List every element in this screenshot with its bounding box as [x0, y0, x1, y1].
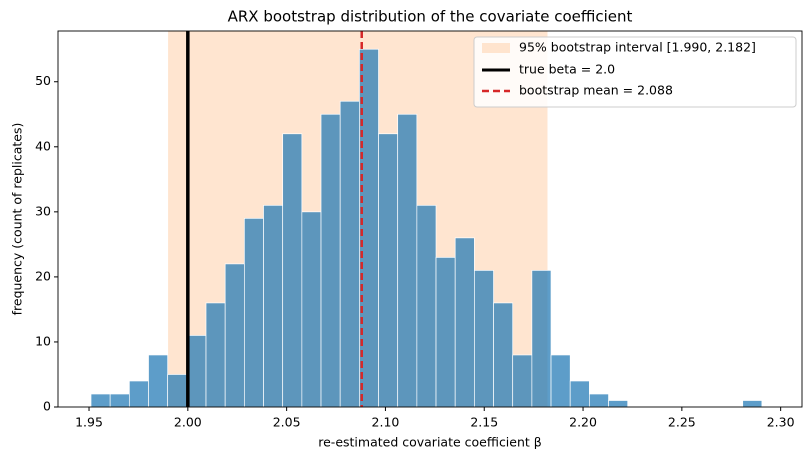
plot-area: 1.95 2.00 2.05 2.10 2.15 2.20 2.25 2.30 0 10 20 30 4… [35, 30, 803, 430]
bar [742, 400, 763, 408]
x-tick-label: 2.20 [569, 415, 597, 430]
bar [608, 400, 629, 408]
x-tick-label: 2.15 [470, 415, 498, 430]
bar [186, 335, 207, 408]
x-tick-label: 2.00 [174, 415, 202, 430]
x-axis-label: re-estimated covariate coefficient β [318, 435, 542, 450]
y-axis-label: frequency (count of replicates) [10, 123, 25, 316]
bar [512, 354, 533, 408]
bar [531, 270, 552, 408]
bar [550, 354, 571, 408]
bar [397, 113, 418, 408]
bar [454, 237, 475, 408]
legend-box [473, 36, 797, 108]
bar [224, 263, 245, 408]
bar [90, 393, 111, 408]
bar [205, 302, 226, 408]
axes-frame [57, 30, 803, 408]
bar [378, 133, 399, 408]
y-tick-label: 10 [35, 333, 51, 348]
bar [339, 100, 360, 408]
legend-swatch [482, 43, 510, 53]
x-tick-label: 1.95 [75, 415, 103, 430]
bar [128, 380, 149, 408]
bar [109, 393, 130, 408]
bar [416, 204, 437, 408]
bar [167, 374, 188, 408]
legend-label: true beta = 2.0 [519, 62, 615, 77]
legend: 95% bootstrap interval [1.990, 2.182] tru… [473, 36, 797, 108]
x-tick-label: 2.10 [372, 415, 400, 430]
y-tick-label: 0 [43, 399, 51, 414]
bar [589, 393, 609, 408]
bar [474, 270, 494, 408]
x-tick-label: 2.30 [767, 415, 795, 430]
bar [320, 113, 341, 408]
bar [243, 217, 264, 408]
y-tick-label: 50 [35, 73, 51, 88]
x-tick-label: 2.05 [273, 415, 301, 430]
legend-label: bootstrap mean = 2.088 [519, 83, 673, 98]
y-tick-label: 20 [35, 268, 51, 283]
chart-title: ARX bootstrap distribution of the covari… [228, 8, 633, 26]
bar [148, 354, 169, 408]
bar [301, 211, 322, 408]
bar [263, 204, 284, 408]
bar [282, 133, 303, 408]
bar [569, 380, 590, 408]
y-tick-label: 40 [35, 138, 51, 153]
bar [493, 302, 514, 408]
bar [435, 257, 456, 408]
x-tick-label: 2.25 [668, 415, 696, 430]
legend-label: 95% bootstrap interval [1.990, 2.182] [519, 40, 756, 55]
y-tick-label: 30 [35, 203, 51, 218]
